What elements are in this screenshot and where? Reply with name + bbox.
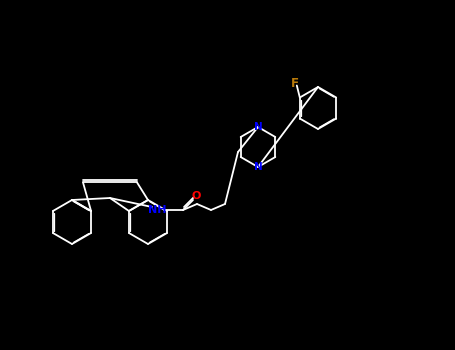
Text: O: O (191, 191, 201, 201)
Text: F: F (291, 77, 299, 90)
Text: N: N (253, 122, 263, 132)
Text: NH: NH (148, 205, 166, 215)
Text: N: N (253, 162, 263, 172)
